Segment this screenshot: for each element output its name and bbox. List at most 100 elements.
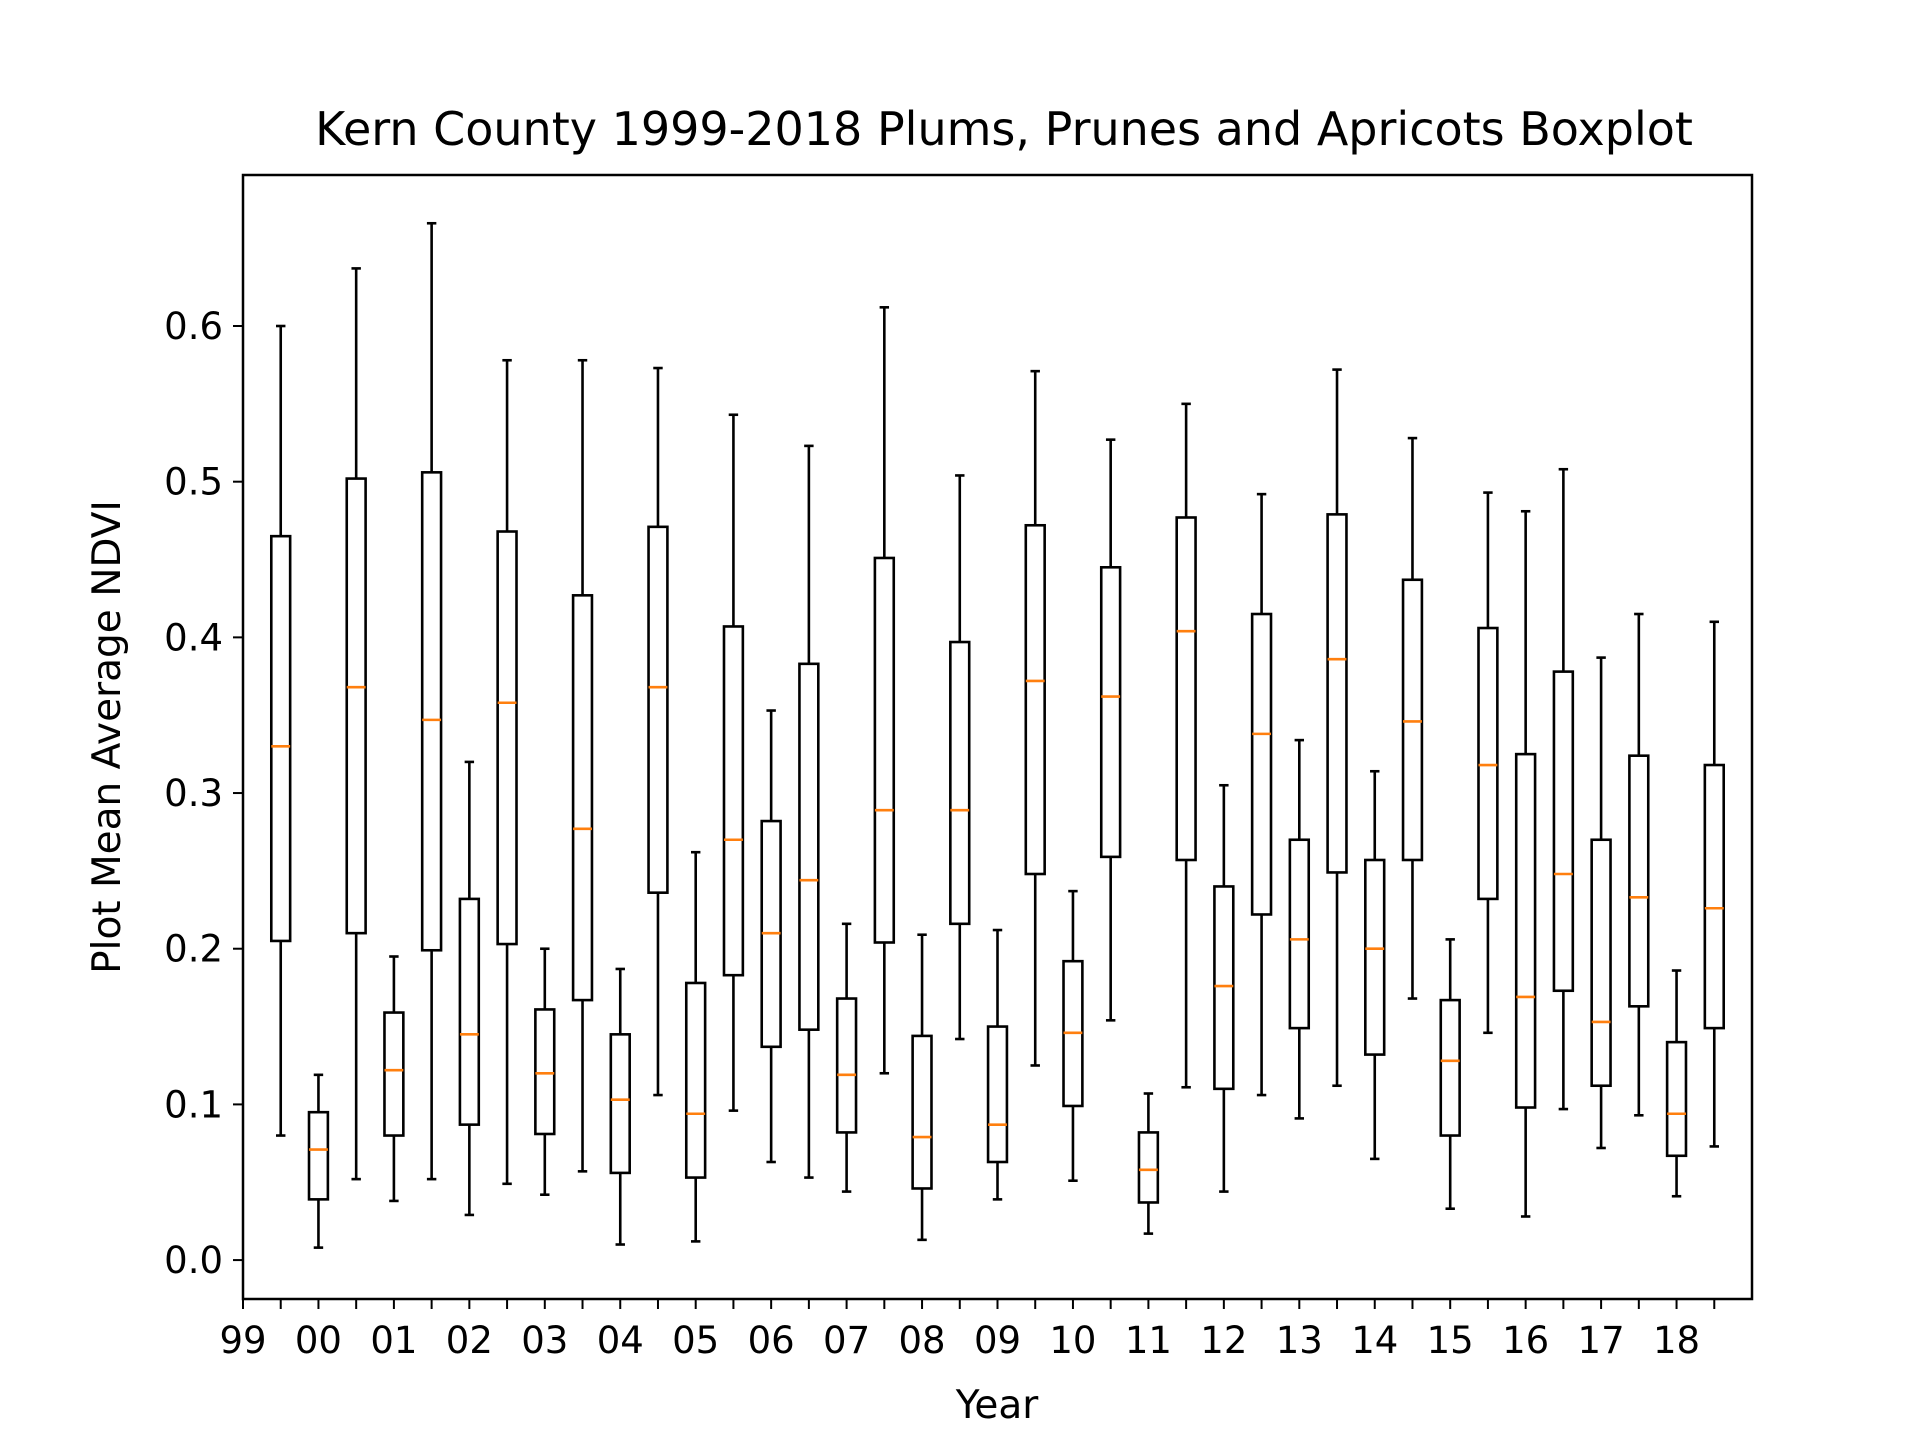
box-group xyxy=(534,947,556,1196)
x-tick-label: 12 xyxy=(1200,1319,1247,1362)
x-tick-label: 06 xyxy=(748,1319,795,1362)
x-tick-label: 14 xyxy=(1351,1319,1398,1362)
y-tick-label: 0.5 xyxy=(164,461,223,504)
iqr-box xyxy=(949,640,971,926)
iqr-box xyxy=(571,594,594,1002)
iqr-box xyxy=(911,1034,933,1190)
iqr-box xyxy=(1628,754,1650,1008)
y-axis-label: Plot Mean Average NDVI xyxy=(85,500,130,974)
box-group xyxy=(571,358,594,1173)
box-group xyxy=(269,324,292,1137)
box-group xyxy=(949,474,971,1041)
plot-area xyxy=(269,221,1726,1249)
iqr-box xyxy=(534,1008,556,1136)
x-tick-label: 03 xyxy=(521,1319,568,1362)
iqr-box xyxy=(269,534,292,943)
iqr-box xyxy=(647,525,669,894)
box-group xyxy=(1703,620,1726,1148)
box-group xyxy=(873,306,896,1075)
box-group xyxy=(1665,969,1688,1198)
y-tick-label: 0.0 xyxy=(164,1239,223,1282)
box-group xyxy=(1250,492,1273,1097)
iqr-box xyxy=(1590,838,1612,1088)
box-group xyxy=(722,413,745,1112)
box-group xyxy=(1364,769,1386,1161)
iqr-box xyxy=(1439,998,1461,1137)
x-tick-label: 10 xyxy=(1049,1319,1096,1362)
iqr-box xyxy=(1099,566,1122,859)
box-group xyxy=(1062,889,1084,1182)
box-group xyxy=(420,221,443,1181)
x-tick-label: 13 xyxy=(1276,1319,1323,1362)
x-tick-label: 05 xyxy=(672,1319,719,1362)
box-group xyxy=(1477,491,1499,1035)
x-tick-label: 11 xyxy=(1125,1319,1172,1362)
y-axis: 0.0 0.1 0.2 0.3 0.4 0.5 0.6 xyxy=(164,305,243,1282)
iqr-box xyxy=(1665,1040,1688,1158)
box-group xyxy=(798,444,820,1179)
y-tick-label: 0.6 xyxy=(164,305,223,348)
box-group xyxy=(684,850,707,1243)
box-group xyxy=(609,967,631,1246)
box-group xyxy=(760,709,782,1164)
iqr-box xyxy=(722,625,745,977)
box-group xyxy=(307,1073,330,1249)
y-tick-label: 0.1 xyxy=(164,1083,223,1126)
x-tick-label: 99 xyxy=(219,1319,266,1362)
box-group xyxy=(1401,436,1424,1000)
iqr-box xyxy=(458,897,481,1126)
iqr-box xyxy=(1326,513,1348,874)
box-group xyxy=(383,955,405,1203)
x-tick-label: 17 xyxy=(1578,1319,1625,1362)
box-group xyxy=(458,760,481,1217)
box-group xyxy=(647,366,669,1097)
box-group xyxy=(1514,509,1537,1218)
box-group xyxy=(345,267,367,1181)
iqr-box xyxy=(1477,626,1499,901)
y-tick-label: 0.2 xyxy=(164,928,223,971)
box-group xyxy=(1590,656,1612,1150)
x-tick-label: 02 xyxy=(446,1319,493,1362)
x-tick-label: 09 xyxy=(974,1319,1021,1362)
iqr-box xyxy=(1175,516,1197,862)
box-group xyxy=(986,928,1009,1201)
x-tick-label: 00 xyxy=(295,1319,342,1362)
iqr-box xyxy=(307,1110,330,1201)
iqr-box xyxy=(1024,523,1046,876)
iqr-box xyxy=(420,471,443,952)
iqr-box xyxy=(1552,670,1575,993)
chart-title: Kern County 1999-2018 Plums, Prunes and … xyxy=(315,102,1693,156)
y-tick-label: 0.3 xyxy=(164,772,223,815)
x-tick-label: 16 xyxy=(1502,1319,1549,1362)
box-group xyxy=(1326,368,1348,1088)
iqr-box xyxy=(345,477,367,935)
iqr-box xyxy=(1364,858,1386,1056)
box-group xyxy=(496,358,518,1186)
iqr-box xyxy=(1401,578,1424,862)
box-group xyxy=(1175,402,1197,1089)
box-group xyxy=(1439,938,1461,1211)
x-tick-label: 04 xyxy=(597,1319,644,1362)
y-tick-label: 0.4 xyxy=(164,616,223,659)
iqr-box xyxy=(496,530,518,946)
iqr-box xyxy=(798,662,820,1031)
iqr-box xyxy=(684,981,707,1179)
iqr-box xyxy=(1137,1131,1160,1204)
box-group xyxy=(911,933,933,1242)
box-group xyxy=(1099,438,1122,1022)
iqr-box xyxy=(1514,752,1537,1109)
iqr-box xyxy=(873,556,896,944)
iqr-box xyxy=(986,1025,1009,1164)
box-group xyxy=(835,922,858,1193)
iqr-box xyxy=(1250,612,1273,916)
x-tick-label: 15 xyxy=(1427,1319,1474,1362)
iqr-box xyxy=(1703,763,1726,1030)
box-group xyxy=(1213,783,1235,1193)
box-group xyxy=(1628,612,1650,1117)
box-group xyxy=(1552,467,1575,1111)
iqr-box xyxy=(609,1033,631,1175)
x-tick-label: 08 xyxy=(899,1319,946,1362)
iqr-box xyxy=(383,1011,405,1137)
